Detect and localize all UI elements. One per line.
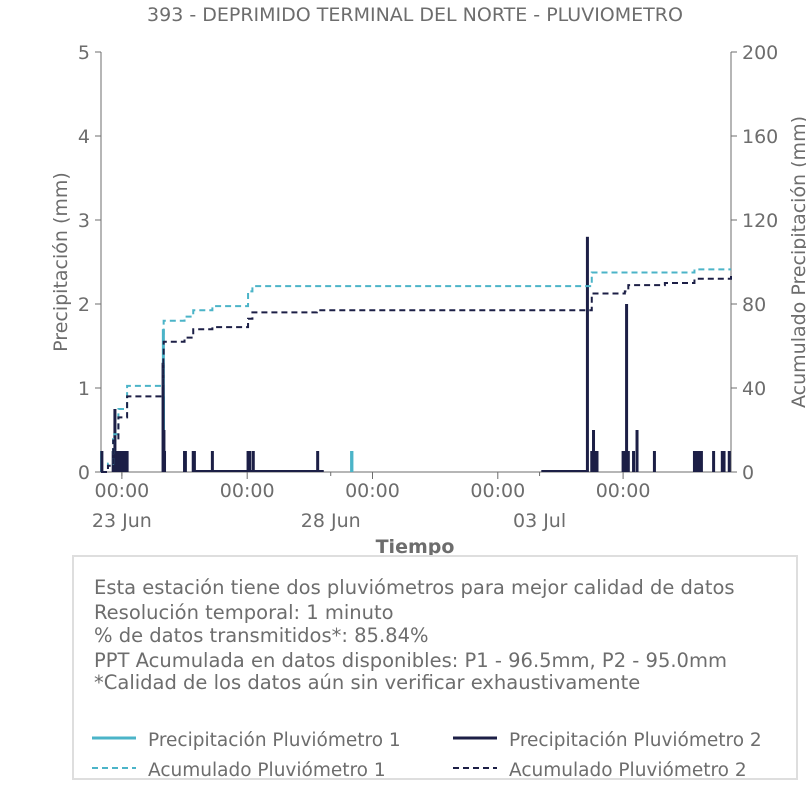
precip-bar [692,451,696,472]
precip-bar [720,451,724,472]
precip-bar [350,451,354,472]
precip-bar [694,451,698,472]
x-date-tick-label: 23 Jun [92,510,152,532]
x-major-tick-label: 00:00 [470,480,525,502]
right-y-tick-label: 120 [742,210,778,232]
left-y-tick-label: 5 [78,42,90,64]
precip-bar [248,451,252,472]
precip-bar [592,430,596,472]
precip-bar [621,451,625,472]
legend-swatch-p1 [92,736,136,740]
chart-area: 393 - DEPRIMIDO TERMINAL DEL NORTE - PLU… [50,4,806,558]
precip-bar [625,304,629,472]
info-box: Esta estación tiene dos pluviómetros par… [72,555,798,781]
right-y-tick-label: 40 [742,378,766,400]
precip-bar [595,451,599,472]
precip-bar [698,451,702,472]
precip-bar [699,451,703,472]
precip-bar [585,236,589,472]
precip-bar [635,430,639,472]
accumulated-series-line [101,274,732,473]
right-y-tick-label: 0 [742,462,754,484]
right-y-tick-label: 200 [742,42,778,64]
precip-bar [623,451,627,472]
left-y-tick-label: 3 [78,210,90,232]
precip-bar [163,451,167,472]
x-major-tick-label: 00:00 [345,480,400,502]
legend-label-p2: Precipitación Pluviómetro 2 [509,730,762,751]
info-line-station: Esta estación tiene dos pluviómetros par… [94,576,735,599]
precip-bar [210,451,214,472]
right-y-tick-label: 80 [742,294,766,316]
x-date-tick-label: 03 Jul [513,510,566,532]
precip-bar [652,451,656,472]
info-line-transmitted: % de datos transmitidos*: 85.84% [94,624,429,647]
x-major-tick-label: 00:00 [596,480,651,502]
precip-bar [632,451,636,472]
left-y-tick-label: 2 [78,294,90,316]
precip-bar [116,451,120,472]
chart-title: 393 - DEPRIMIDO TERMINAL DEL NORTE - PLU… [147,4,683,26]
precip-bar [192,451,196,472]
right-y-tick-label: 160 [742,126,778,148]
legend-label-acc1: Acumulado Pluviómetro 1 [148,760,386,781]
info-line-resolution: Resolución temporal: 1 minuto [94,601,394,624]
legend-swatch-p2 [453,736,497,740]
x-major-tick-label: 00:00 [220,480,275,502]
info-line-accumulated: PPT Acumulada en datos disponibles: P1 -… [94,649,727,672]
y-axis-label-right: Acumulado Precipitación (mm) [788,116,806,408]
precip-bar [125,451,129,472]
precip-bar [118,451,122,472]
precip-bar [115,451,119,472]
precip-bar [316,451,320,472]
x-date-tick-label: 28 Jun [301,510,361,532]
legend-swatch-acc2 [453,767,497,769]
legend-swatch-acc1 [92,767,136,769]
precip-bar [161,362,165,472]
left-y-tick-label: 4 [78,126,90,148]
precip-bar [626,451,630,472]
precip-bar [183,451,187,472]
precip-bar [712,451,716,472]
x-axis-label: Tiempo [376,536,455,558]
precip-bar [122,451,126,472]
precip-bar [251,451,255,472]
precip-bar [727,451,731,472]
info-line-quality-note: *Calidad de los datos aún sin verificar … [94,671,641,694]
legend-label-acc2: Acumulado Pluviómetro 2 [509,760,747,781]
legend-label-p1: Precipitación Pluviómetro 1 [148,730,401,751]
y-axis-label-left: Precipitación (mm) [50,172,72,352]
precip-bar [722,451,726,472]
precip-bar [120,451,124,472]
precip-bar [593,451,597,472]
precip-bar [696,451,700,472]
precip-bar [590,451,594,472]
x-major-tick-label: 00:00 [95,480,150,502]
precip-bar [100,451,104,472]
precip-bar [123,451,127,472]
left-y-tick-label: 1 [78,378,90,400]
left-y-tick-label: 0 [78,462,90,484]
